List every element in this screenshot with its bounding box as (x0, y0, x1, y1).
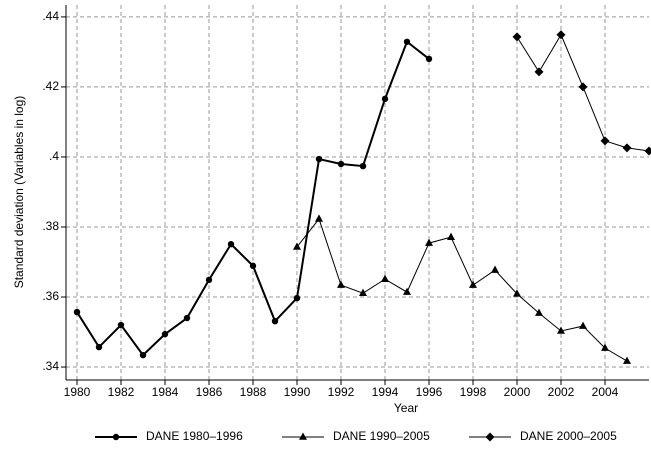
marker (403, 287, 411, 295)
marker (491, 265, 499, 273)
marker (205, 276, 213, 284)
x-tick-label: 1990 (284, 385, 311, 399)
y-tick-label: .36 (42, 289, 59, 303)
marker (315, 214, 323, 222)
legend-label: DANE 1990–2005 (333, 429, 430, 443)
y-tick-label: .42 (42, 79, 59, 93)
x-tick-label: 1982 (108, 385, 135, 399)
x-tick-label: 2004 (592, 385, 619, 399)
marker (578, 82, 588, 92)
marker (403, 38, 411, 45)
marker (485, 432, 495, 442)
marker (299, 432, 307, 440)
marker (622, 143, 632, 153)
marker (557, 326, 565, 334)
x-tick-label: 1988 (240, 385, 267, 399)
marker (600, 136, 610, 146)
marker (271, 317, 279, 325)
marker (359, 288, 367, 296)
y-axis-title: Standard deviation (Variables in log) (12, 96, 26, 289)
marker (425, 55, 433, 63)
marker (534, 67, 544, 77)
marker (381, 274, 389, 282)
x-tick-label: 1992 (328, 385, 355, 399)
marker (513, 289, 521, 297)
marker (447, 232, 455, 240)
legend-label: DANE 1980–1996 (146, 429, 243, 443)
marker (535, 308, 543, 316)
series-line (516, 33, 650, 152)
marker (183, 314, 191, 322)
marker (337, 160, 345, 168)
marker (601, 343, 609, 351)
marker (315, 155, 323, 163)
marker (469, 280, 477, 288)
marker (227, 240, 235, 248)
y-tick-label: .38 (42, 219, 59, 233)
x-tick-label: 1984 (152, 385, 179, 399)
y-tick-label: .34 (42, 359, 59, 373)
x-tick-label: 1996 (416, 385, 443, 399)
marker (161, 330, 169, 338)
series-line (296, 217, 628, 362)
x-tick-label: 1980 (64, 385, 91, 399)
marker (556, 30, 566, 40)
x-axis-title: Year (394, 401, 418, 415)
marker (73, 308, 81, 316)
marker (359, 162, 367, 170)
marker (293, 294, 301, 302)
marker (512, 32, 522, 42)
y-tick-label: .44 (42, 9, 59, 23)
y-tick-label: .4 (49, 149, 59, 163)
marker (139, 351, 147, 359)
marker (623, 356, 631, 364)
marker (293, 242, 301, 250)
legend-label: DANE 2000–2005 (520, 429, 617, 443)
marker (425, 238, 433, 246)
marker (112, 433, 120, 441)
x-tick-label: 1998 (460, 385, 487, 399)
marker (381, 95, 389, 103)
marker (117, 321, 125, 329)
x-tick-label: 1986 (196, 385, 223, 399)
marker (95, 343, 103, 351)
marker (644, 146, 651, 156)
marker (337, 280, 345, 288)
x-tick-label: 2000 (504, 385, 531, 399)
x-tick-label: 1994 (372, 385, 399, 399)
x-tick-label: 2002 (548, 385, 575, 399)
marker (579, 321, 587, 329)
marker (249, 262, 257, 270)
